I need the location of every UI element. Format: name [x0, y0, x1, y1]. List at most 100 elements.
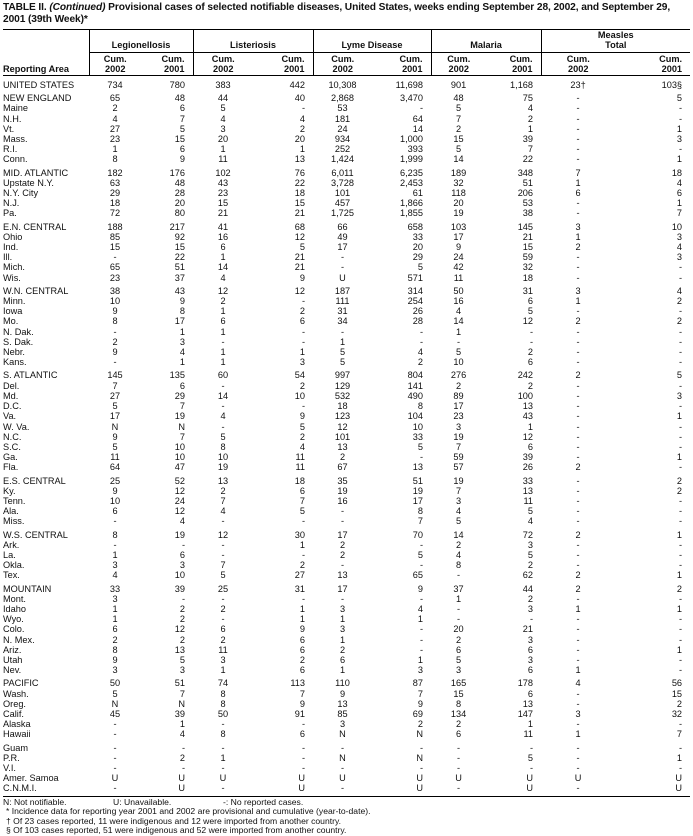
value-cell: 3	[299, 357, 305, 368]
value-cell: 4	[575, 678, 581, 689]
value-cell: 2	[575, 570, 581, 581]
header-cum2001: Cum. 2001	[372, 52, 432, 76]
reporting-area-cell: S.C.	[3, 441, 21, 452]
value-cell: 43	[217, 177, 229, 188]
value-cell: 33	[412, 431, 424, 442]
value-cell: -	[576, 252, 580, 263]
value-cell: 314	[407, 285, 424, 296]
value-cell: 6	[339, 654, 346, 665]
value-cell: 57	[453, 462, 464, 473]
value-cell: 658	[407, 221, 424, 232]
value-cell: 19	[453, 475, 464, 486]
value-cell: 4	[417, 347, 424, 358]
value-cell: 1	[112, 549, 118, 560]
value-cell: 780	[169, 80, 185, 90]
value-cell: 13	[337, 570, 348, 581]
value-cell: 5	[112, 688, 118, 699]
value-cell: 89	[453, 390, 464, 401]
value-cell: -	[576, 549, 580, 560]
value-cell: 1	[676, 603, 683, 614]
value-cell: 8	[220, 698, 226, 709]
value-cell: 3	[676, 390, 683, 401]
reporting-area-cell: N. Mex.	[3, 634, 35, 645]
value-cell: 15	[522, 242, 534, 253]
value-cell: 29	[412, 252, 424, 263]
value-cell: 1	[676, 123, 683, 134]
value-cell: 18	[294, 475, 305, 486]
value-cell: -	[221, 742, 225, 753]
value-cell: 1	[299, 603, 305, 614]
value-cell: -	[301, 296, 305, 307]
value-cell: 5	[455, 347, 462, 358]
value-cell: 19	[453, 208, 464, 219]
value-cell: 12	[294, 231, 305, 242]
reporting-area-cell: Upstate N.Y.	[3, 177, 54, 188]
value-cell: 6	[527, 688, 534, 699]
value-cell: 64	[109, 462, 121, 473]
value-cell: -	[301, 549, 305, 560]
table-row: Pa. 72 80 21 21 1,725 1,855 19 38 - 7	[3, 208, 690, 218]
value-cell: 2	[527, 560, 534, 571]
reporting-area-cell: Nebr.	[3, 347, 25, 358]
value-cell: 24	[453, 252, 464, 263]
value-cell: 3	[339, 624, 346, 635]
reporting-area-cell: Mass.	[3, 134, 28, 145]
value-cell: 5	[676, 370, 683, 381]
table-row: Minn. 10 9 2 - 111 254 16 6 1 2	[3, 296, 690, 306]
value-cell: 48	[174, 93, 185, 104]
value-cell: 1,855	[400, 208, 424, 219]
value-cell: 1	[299, 539, 305, 550]
reporting-area-cell: V.I.	[3, 763, 16, 773]
value-cell: N	[111, 698, 119, 709]
value-cell: 14	[412, 123, 424, 134]
table-row: N. Dak. - 1 1 - - - 1 - - -	[3, 327, 690, 337]
table-row: P.R. - 2 1 - N N - 5 - 1	[3, 753, 690, 763]
table-row: Upstate N.Y. 63 48 43 22 3,728 2,453 32 51 1 4	[3, 178, 690, 188]
value-cell: 5	[220, 431, 226, 442]
value-cell: -	[678, 401, 683, 412]
value-cell: 2	[455, 123, 462, 134]
reporting-area-cell: Tex.	[3, 570, 20, 581]
value-cell: 6	[220, 242, 226, 253]
value-cell: 4	[299, 113, 305, 124]
value-cell: -	[529, 614, 534, 625]
value-cell: 4	[112, 113, 118, 124]
value-cell: 14	[453, 529, 464, 540]
value-cell: 49	[337, 231, 348, 242]
value-cell: -	[576, 485, 580, 496]
reporting-area-cell: Idaho	[3, 603, 26, 614]
value-cell: 14	[217, 262, 229, 273]
value-cell: 4	[112, 570, 118, 581]
value-cell: -	[576, 614, 580, 625]
value-cell: U	[298, 773, 305, 784]
value-cell: 1	[527, 421, 534, 432]
value-cell: -	[576, 475, 580, 486]
value-cell: 2	[575, 583, 581, 594]
header-cum2002: Cum. 2002	[312, 52, 372, 76]
table-row: Md. 27 29 14 10 532 490 89 100 - 3	[3, 391, 690, 401]
value-cell: -	[419, 763, 424, 773]
value-cell: 3	[112, 593, 118, 604]
value-cell: 43	[522, 411, 534, 422]
value-cell: U	[178, 773, 185, 784]
value-cell: -	[340, 560, 345, 571]
value-cell: 11	[218, 154, 228, 165]
value-cell: 13	[294, 154, 305, 165]
value-cell: 9	[455, 242, 462, 253]
table-row: N.H. 4 7 4 4 181 64 7 2 - -	[3, 114, 690, 124]
value-cell: 42	[453, 262, 464, 273]
header-disease: Legionellosis	[88, 29, 193, 53]
value-cell: 2	[220, 485, 226, 496]
value-cell: 135	[169, 370, 185, 381]
value-cell: -	[529, 763, 534, 773]
header-disease: Malaria	[430, 29, 542, 53]
value-cell: 206	[517, 188, 534, 199]
value-cell: 7	[179, 431, 185, 442]
value-cell: 11	[295, 452, 305, 463]
value-cell: 1	[676, 752, 683, 763]
reporting-area-cell: Wyo.	[3, 614, 24, 625]
value-cell: 38	[522, 208, 534, 219]
value-cell: -	[340, 742, 345, 753]
value-cell: 64	[412, 113, 424, 124]
reporting-area-cell: Ind.	[3, 242, 19, 253]
